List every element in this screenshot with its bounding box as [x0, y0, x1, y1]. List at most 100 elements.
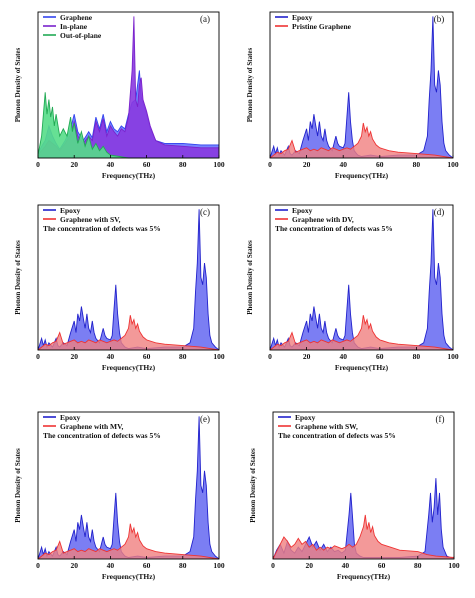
x-tick-label: 100	[447, 352, 459, 361]
x-tick-label: 20	[305, 561, 313, 570]
x-tick-label: 40	[107, 160, 115, 169]
panel-c: 0 20 40 60 80 100 Frequency(THz) Phonon Density…	[14, 204, 225, 372]
legend-label-1: The concentration of defects was 5%	[275, 224, 393, 233]
x-tick-label: 0	[36, 160, 40, 169]
series-area-1	[38, 16, 219, 159]
x-axis-label: Frequency(THz)	[337, 572, 391, 581]
x-tick-label: 20	[70, 352, 78, 361]
panel-b: 0 20 40 60 80 100 Frequency(THz) Phonon Density…	[246, 11, 459, 180]
x-tick-label: 20	[303, 352, 311, 361]
x-axis-label: Frequency(THz)	[102, 363, 156, 372]
legend-label-0: Epoxy	[295, 413, 316, 422]
x-tick-label: 60	[376, 352, 384, 361]
panel-label: (f)	[436, 414, 445, 424]
x-tick-label: 0	[268, 352, 272, 361]
series-line-1	[269, 122, 454, 159]
series-area-0	[270, 16, 453, 159]
panel-label: (d)	[434, 207, 445, 217]
legend-label-1: In-plane	[60, 22, 88, 31]
panel-label: (e)	[200, 414, 210, 424]
plot-frame	[37, 204, 220, 351]
series-line-1	[269, 315, 454, 351]
x-tick-label: 60	[143, 352, 151, 361]
series-line-1	[37, 315, 220, 351]
y-axis-label: Phonon Density of States	[246, 47, 254, 122]
x-tick-label: 60	[143, 561, 151, 570]
y-axis-label: Phonon Density of States	[14, 240, 22, 315]
x-tick-label: 100	[447, 160, 459, 169]
series-area-0	[38, 209, 219, 350]
x-tick-label: 40	[342, 561, 350, 570]
series-area-0	[38, 416, 219, 559]
plot-frame	[37, 411, 220, 560]
x-tick-label: 0	[268, 160, 272, 169]
panel-f: 0 20 40 60 80 100 Frequency(THz) Phonon Density…	[249, 411, 460, 581]
series-area-0	[270, 209, 453, 350]
legend-label-1: Graphene with MV,	[60, 422, 124, 431]
x-axis-label: Frequency(THz)	[102, 171, 156, 180]
legend-label-1: The concentration of defects was 5%	[43, 431, 161, 440]
series-line-2	[37, 92, 219, 159]
legend-label-1: Graphene with SW,	[295, 422, 358, 431]
series-line-1	[37, 523, 220, 560]
x-tick-label: 40	[107, 352, 115, 361]
legend-label-0: Epoxy	[292, 13, 313, 22]
panel-e: 0 20 40 60 80 100 Frequency(THz) Phonon Density…	[14, 411, 225, 581]
series-area-1	[270, 315, 453, 350]
x-tick-label: 60	[376, 160, 384, 169]
x-tick-label: 40	[339, 160, 347, 169]
x-tick-label: 0	[36, 352, 40, 361]
x-tick-label: 100	[213, 561, 225, 570]
y-axis-label: Phonon Density of States	[249, 448, 257, 523]
x-tick-label: 80	[413, 352, 421, 361]
legend-label-2: Out-of-plane	[60, 31, 102, 40]
panel-label: (b)	[434, 14, 445, 24]
x-tick-label: 40	[107, 561, 115, 570]
series-area-1	[273, 514, 454, 559]
legend-label-1: Graphene with SV,	[60, 215, 121, 224]
x-tick-label: 0	[271, 561, 275, 570]
x-axis-label: Frequency(THz)	[335, 363, 389, 372]
x-tick-label: 0	[36, 561, 40, 570]
x-axis-label: Frequency(THz)	[102, 572, 156, 581]
x-tick-label: 20	[303, 160, 311, 169]
x-tick-label: 80	[179, 561, 187, 570]
plot-frame	[37, 11, 220, 159]
series-area-1	[38, 315, 219, 350]
x-tick-label: 80	[413, 160, 421, 169]
x-tick-label: 100	[213, 160, 225, 169]
legend-label-1: The concentration of defects was 5%	[43, 224, 161, 233]
panel-label: (a)	[200, 14, 210, 24]
x-tick-label: 60	[378, 561, 386, 570]
legend-label-0: Graphene	[60, 13, 93, 22]
legend-label-0: Epoxy	[60, 206, 81, 215]
legend-label-1: Pristine Graphene	[292, 22, 352, 31]
panel-d: 0 20 40 60 80 100 Frequency(THz) Phonon Density…	[246, 204, 459, 372]
x-tick-label: 60	[143, 160, 151, 169]
y-axis-label: Phonon Density of States	[246, 240, 254, 315]
legend-label-0: Epoxy	[60, 413, 81, 422]
legend-label-0: Epoxy	[292, 206, 313, 215]
x-tick-label: 40	[339, 352, 347, 361]
plot-frame	[269, 11, 454, 159]
series-line-1	[272, 514, 455, 560]
x-axis-label: Frequency(THz)	[335, 171, 389, 180]
x-tick-label: 20	[70, 160, 78, 169]
x-tick-label: 80	[414, 561, 422, 570]
x-tick-label: 100	[448, 561, 460, 570]
x-tick-label: 20	[70, 561, 78, 570]
panel-label: (c)	[200, 207, 210, 217]
plot-frame	[272, 411, 455, 560]
x-tick-label: 80	[179, 352, 187, 361]
plot-frame	[269, 204, 454, 351]
legend-label-1: The concentration of defects was 5%	[278, 431, 396, 440]
x-tick-label: 100	[213, 352, 225, 361]
legend-label-1: Graphene with DV,	[292, 215, 354, 224]
y-axis-label: Phonon Density of States	[14, 448, 22, 523]
panel-a: 0 20 40 60 80 100 Frequency(THz) Phonon Density…	[14, 11, 225, 180]
x-tick-label: 80	[179, 160, 187, 169]
y-axis-label: Phonon Density of States	[14, 47, 22, 122]
series-area-1	[270, 123, 453, 158]
series-area-1	[38, 523, 219, 559]
